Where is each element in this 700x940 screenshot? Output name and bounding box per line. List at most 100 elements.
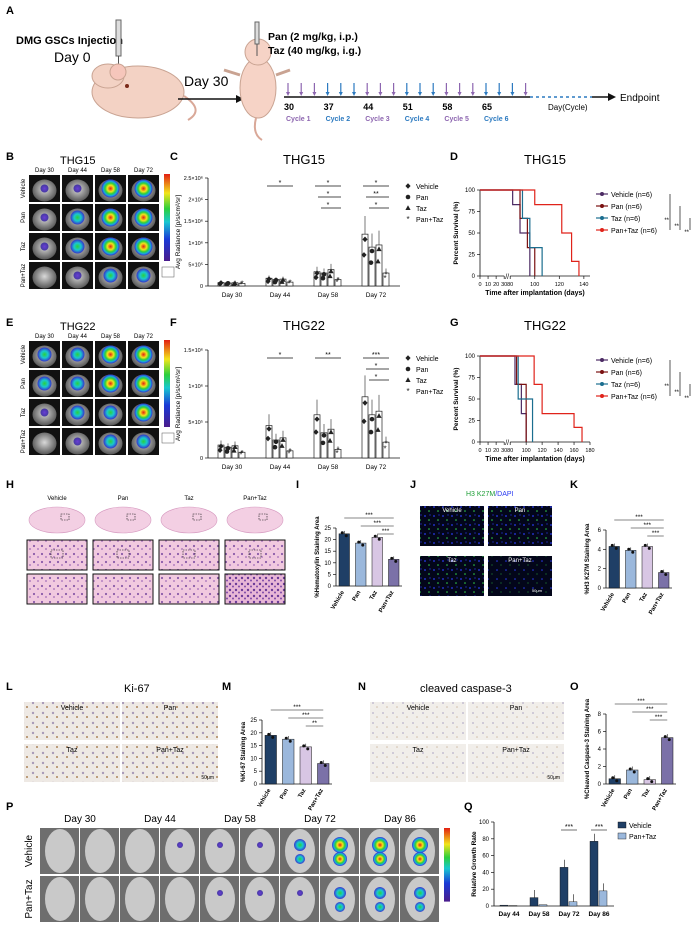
y-tick-label: 0 xyxy=(200,284,203,290)
mouse-body-image xyxy=(125,829,155,873)
y-axis-label: Avg Radiance [p/s/cm²/sr] xyxy=(175,367,182,441)
dose-arrowhead xyxy=(484,92,488,96)
bioluminescence-signal xyxy=(332,837,348,853)
bar xyxy=(608,778,621,785)
y-tick-label: 2 xyxy=(598,765,602,771)
imaging-row-label: Taz xyxy=(21,408,27,417)
legend-marker xyxy=(405,355,411,361)
bioluminescence-signal xyxy=(294,839,306,851)
bioluminescence-signal xyxy=(73,271,82,280)
bioluminescence-signal xyxy=(414,887,426,899)
x-tick-label: Taz xyxy=(639,592,649,603)
panel-c: C THG15 0 5×10⁵ 1×10⁶ 1.5×10⁶ 2×10⁶ 2.5×10⁶ Avg … xyxy=(170,151,444,299)
bioluminescence-signal xyxy=(134,403,153,422)
imaging-day-label: Day 58 xyxy=(101,168,121,174)
legend-label: Pan+Taz (n=6) xyxy=(611,228,657,235)
panel-b: B THG15 Day 30 Day 44 Day 58 Day 72 Vehicle Pan… xyxy=(6,151,175,289)
panel-letter: I xyxy=(296,479,299,491)
legend-label: Vehicle xyxy=(416,184,439,191)
chart-title: THG15 xyxy=(283,152,325,167)
imaging-row-label: Vehicle xyxy=(21,344,27,364)
histology-mid-image xyxy=(26,539,88,571)
data-point xyxy=(302,744,306,748)
data-point: * xyxy=(335,449,338,458)
legend-marker xyxy=(600,394,604,398)
y-tick-label: 4 xyxy=(598,547,602,553)
timeline-day: 51 xyxy=(403,102,413,112)
x-axis-label: Time after implantation (days) xyxy=(485,290,584,297)
legend-label: Taz xyxy=(416,378,427,385)
data-point: * xyxy=(240,280,243,289)
panel-letter-a: A xyxy=(6,5,14,17)
dose-arrowhead xyxy=(418,92,422,96)
significance-label: * xyxy=(375,363,378,370)
treated-mouse-illustration xyxy=(223,38,291,141)
data-point xyxy=(369,416,375,422)
x-tick-label: 140 xyxy=(553,448,562,454)
x-tick-label: Pan xyxy=(279,788,290,801)
dose-arrowhead xyxy=(286,92,290,96)
imaging-day-label: Day 72 xyxy=(134,334,154,340)
panel-a: A DMG GSCs Injection Day 0 Day 30 xyxy=(6,5,660,141)
data-point xyxy=(265,278,271,285)
dose-pan: Pan (2 mg/kg, i.p.) xyxy=(268,31,358,43)
mouse-head-image xyxy=(32,266,57,289)
bioluminescence-signal xyxy=(134,179,153,198)
bioluminescence-signal xyxy=(37,376,52,391)
data-point: * xyxy=(239,451,242,460)
data-point: * xyxy=(287,280,290,289)
y-tick-label: 0 xyxy=(472,274,476,280)
data-point xyxy=(279,279,285,284)
survival-curve xyxy=(480,189,543,276)
data-point xyxy=(632,770,636,774)
panel-letter: E xyxy=(6,317,13,329)
histology-group-label: Pan+Taz xyxy=(243,496,267,502)
y-tick-label: 2 xyxy=(598,567,602,573)
data-point: * xyxy=(383,444,386,453)
panel-j: J H3 K27M/DAPI Vehicle Pan Taz Pan+Taz 50μm xyxy=(410,479,552,596)
bar xyxy=(355,542,367,587)
data-point xyxy=(328,268,334,274)
data-point xyxy=(224,449,230,454)
y-tick-label: 0 xyxy=(598,586,602,592)
dose-arrowhead xyxy=(431,92,436,96)
imaging-day-label: Day 72 xyxy=(134,168,154,174)
histology-group-label: Vehicle xyxy=(47,496,67,502)
color-scale-box xyxy=(161,432,175,444)
x-tick-label: Day 30 xyxy=(222,292,243,299)
fluorescence-group-label: Vehicle xyxy=(442,508,462,514)
x-tick-label: 80 xyxy=(507,448,513,454)
y-tick-label: 100 xyxy=(465,188,476,194)
data-point xyxy=(631,550,635,554)
bioluminescence-signal xyxy=(412,837,428,853)
dose-arrowhead xyxy=(365,92,370,96)
histology-mid-image xyxy=(158,539,220,571)
dose-arrowhead xyxy=(325,92,330,96)
y-tick-label: 10 xyxy=(324,561,331,567)
longitudinal-imaging-grid: Day 30 Day 44 Day 58 Day 72 Day 86 Vehicle Pan… xyxy=(24,814,450,922)
imaging-day-label: Day 72 xyxy=(304,814,336,825)
data-point: * xyxy=(288,448,291,457)
x-tick-label: 100 xyxy=(522,448,531,454)
histology-mid-image xyxy=(224,539,286,571)
histology-mid-image xyxy=(92,539,154,571)
x-tick-label: Taz xyxy=(369,590,379,601)
histology-high-image xyxy=(92,573,154,605)
bioluminescence-signal xyxy=(40,184,49,193)
legend-marker xyxy=(405,377,411,382)
data-point xyxy=(361,543,365,547)
significance-label: *** xyxy=(635,514,643,521)
y-tick-label: 60 xyxy=(482,854,489,860)
color-scale-bar xyxy=(164,340,170,427)
bar xyxy=(625,550,637,589)
j-title: H3 K27M/DAPI xyxy=(466,491,514,498)
cycle-label: Cycle 4 xyxy=(405,116,430,123)
data-point xyxy=(361,418,367,425)
y-tick-label: 8 xyxy=(598,712,602,718)
y-tick-label: 5×10⁵ xyxy=(188,261,203,268)
significance-label: *** xyxy=(565,824,573,831)
ihc-group-label: Vehicle xyxy=(407,705,430,712)
y-tick-label: 5×10⁵ xyxy=(188,419,203,426)
fluorescence-image xyxy=(420,506,484,546)
